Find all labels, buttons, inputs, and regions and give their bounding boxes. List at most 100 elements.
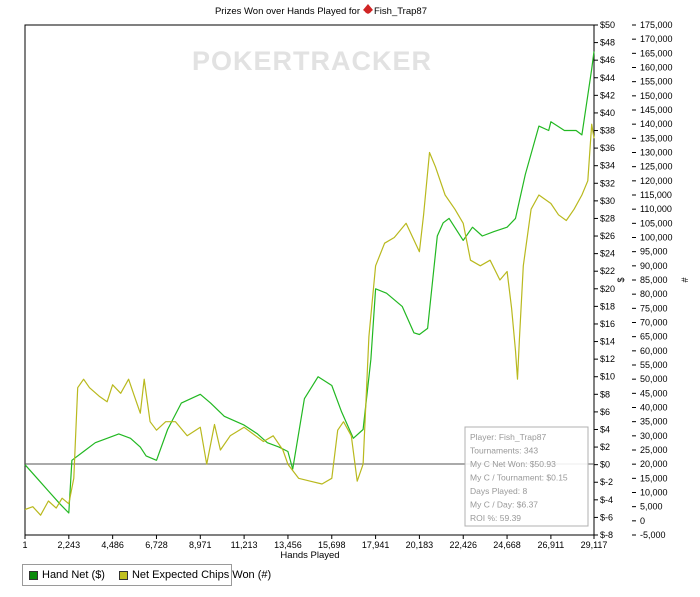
y-axis-left: $50 $48 $46 $44 $42 $40 $38 $36 $34 $32 $30 $28 $26 $… xyxy=(594,20,615,540)
x-tick-label: 22,426 xyxy=(449,540,477,550)
y-left-tick-label: $42 xyxy=(600,90,615,100)
y-left-tick-label: $46 xyxy=(600,55,615,65)
y-right-tick-label: 80,000 xyxy=(640,289,668,299)
x-tick-label: 17,941 xyxy=(362,540,390,550)
y-right-tick-label: 100,000 xyxy=(640,233,673,243)
y-right-tick-label: -5,000 xyxy=(640,530,666,540)
y-left-tick-label: $32 xyxy=(600,178,615,188)
legend-label-hand-net: Hand Net ($) xyxy=(42,569,105,581)
y-right-tick-label: 105,000 xyxy=(640,218,673,228)
chart-title: Prizes Won over Hands Played for xyxy=(215,6,360,17)
y-right-tick-label: 125,000 xyxy=(640,162,673,172)
y-left-tick-label: $18 xyxy=(600,301,615,311)
y-left-tick-label: $4 xyxy=(600,424,610,434)
x-tick-label: 24,668 xyxy=(493,540,521,550)
x-tick-label: 15,698 xyxy=(318,540,346,550)
y-left-tick-label: $10 xyxy=(600,372,615,382)
y-right-tick-label: 95,000 xyxy=(640,247,668,257)
y-right-tick-label: 85,000 xyxy=(640,275,668,285)
legend-item-expected-chips: Net Expected Chips Won (#) xyxy=(118,569,272,581)
y-left-tick-label: $28 xyxy=(600,213,615,223)
y-left-tick-label: $34 xyxy=(600,161,615,171)
y-left-tick-label: $26 xyxy=(600,231,615,241)
y-right-tick-label: 110,000 xyxy=(640,204,672,214)
y-right-tick-label: 115,000 xyxy=(640,190,672,200)
y-left-tick-label: $12 xyxy=(600,354,615,364)
y-left-tick-label: $48 xyxy=(600,38,615,48)
y-left-tick-label: $-4 xyxy=(600,495,613,505)
x-tick-label: 13,456 xyxy=(274,540,302,550)
y-right-tick-label: 25,000 xyxy=(640,445,668,455)
legend-label-expected-chips: Net Expected Chips Won (#) xyxy=(131,569,272,581)
x-tick-label: 1 xyxy=(22,540,27,550)
y-right-tick-label: 45,000 xyxy=(640,388,668,398)
y-left-tick-label: $20 xyxy=(600,284,615,294)
y-right-tick-label: 135,000 xyxy=(640,133,673,143)
legend: Hand Net ($) Net Expected Chips Won (#) xyxy=(22,564,271,586)
y-axis-right: 175,000 170,000 165,000 160,000 155,000 150,0… xyxy=(632,20,673,540)
y-left-tick-label: $24 xyxy=(600,249,615,259)
info-box: Player: Fish_Trap87 Tournaments: 343 My C … xyxy=(464,426,589,527)
x-tick-label: 11,213 xyxy=(231,540,258,550)
y-right-tick-label: 155,000 xyxy=(640,77,673,87)
y-right-tick-label: 165,000 xyxy=(640,48,673,58)
y-left-tick-label: $0 xyxy=(600,460,610,470)
y-left-tick-label: $38 xyxy=(600,126,615,136)
y-axis-right-label: # xyxy=(680,277,690,282)
y-right-tick-label: 170,000 xyxy=(640,34,673,44)
series-line-expected-chips xyxy=(24,123,595,516)
player-name-title: Fish_Trap87 xyxy=(374,6,427,17)
info-box-line: My C Net Won: $50.93 xyxy=(470,459,556,469)
info-box-line: Tournaments: 343 xyxy=(470,446,538,456)
x-tick-label: 20,183 xyxy=(406,540,434,550)
info-box-line: My C / Day: $6.37 xyxy=(470,500,538,510)
legend-item-hand-net: Hand Net ($) xyxy=(29,569,105,581)
x-tick-label: 6,728 xyxy=(145,540,168,550)
info-box-line: Days Played: 8 xyxy=(470,486,527,496)
y-right-tick-label: 175,000 xyxy=(640,20,673,30)
y-right-tick-label: 15,000 xyxy=(640,473,668,483)
y-right-tick-label: 55,000 xyxy=(640,360,668,370)
y-right-tick-label: 145,000 xyxy=(640,105,673,115)
y-right-tick-label: 90,000 xyxy=(640,261,668,271)
y-left-tick-label: $16 xyxy=(600,319,615,329)
y-right-tick-label: 65,000 xyxy=(640,332,668,342)
x-tick-label: 2,243 xyxy=(58,540,81,550)
y-right-tick-label: 30,000 xyxy=(640,431,668,441)
y-right-tick-label: 50,000 xyxy=(640,374,668,384)
y-right-tick-label: 160,000 xyxy=(640,63,673,73)
x-tick-label: 8,971 xyxy=(189,540,212,550)
y-right-tick-label: 70,000 xyxy=(640,318,668,328)
legend-swatch-expected-chips xyxy=(118,570,128,580)
y-right-tick-label: 130,000 xyxy=(640,148,673,158)
y-left-tick-label: $-2 xyxy=(600,477,613,487)
spade-logo-icon xyxy=(363,4,373,14)
y-left-tick-label: $14 xyxy=(600,337,615,347)
x-tick-label: 26,911 xyxy=(537,540,564,550)
y-left-tick-label: $50 xyxy=(600,20,615,30)
y-left-tick-label: $6 xyxy=(600,407,610,417)
x-axis-label: Hands Played xyxy=(280,550,339,561)
y-left-tick-label: $-6 xyxy=(600,512,613,522)
y-left-tick-label: $44 xyxy=(600,73,615,83)
watermark: POKERTRACKER xyxy=(192,46,432,76)
y-left-tick-label: $40 xyxy=(600,108,615,118)
y-right-tick-label: 120,000 xyxy=(640,176,673,186)
y-left-tick-label: $8 xyxy=(600,389,610,399)
y-left-tick-label: $30 xyxy=(600,196,615,206)
legend-swatch-hand-net xyxy=(29,570,38,580)
y-right-tick-label: 5,000 xyxy=(640,502,663,512)
info-box-line: My C / Tournament: $0.15 xyxy=(470,473,568,483)
info-box-line: Player: Fish_Trap87 xyxy=(470,432,546,442)
plot-area xyxy=(24,24,595,536)
series-layer xyxy=(24,51,595,516)
y-right-tick-label: 20,000 xyxy=(640,459,668,469)
x-tick-label: 4,486 xyxy=(101,540,124,550)
y-right-tick-label: 75,000 xyxy=(640,303,668,313)
y-right-tick-label: 35,000 xyxy=(640,417,668,427)
x-axis: 1 2,243 4,486 6,728 8,971 11,213 13,456 15,698 1… xyxy=(22,535,607,550)
y-right-tick-label: 60,000 xyxy=(640,346,668,356)
y-left-tick-label: $2 xyxy=(600,442,610,452)
y-right-tick-label: 10,000 xyxy=(640,488,668,498)
